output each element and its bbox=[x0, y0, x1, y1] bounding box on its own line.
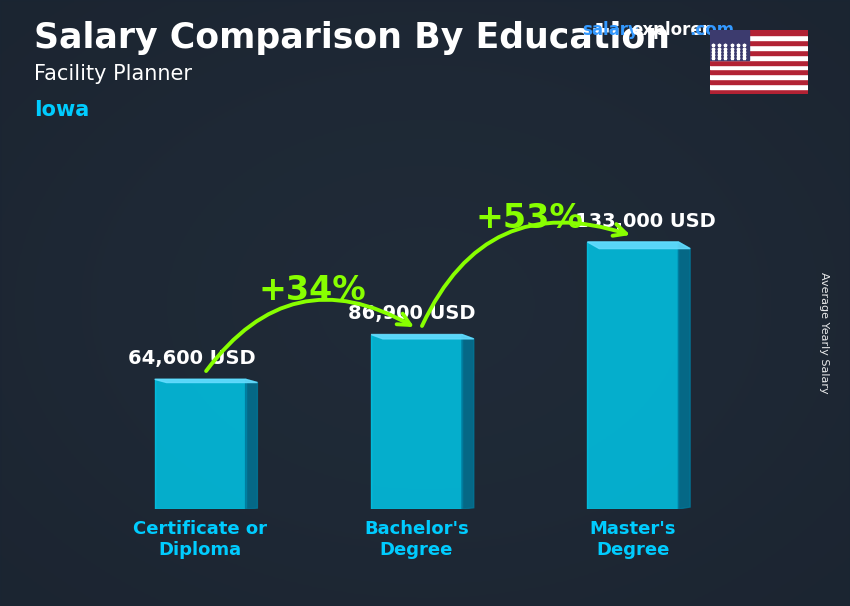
Text: 86,900 USD: 86,900 USD bbox=[348, 304, 476, 324]
Bar bbox=[710, 45, 808, 50]
Text: Iowa: Iowa bbox=[34, 100, 89, 120]
Bar bbox=[710, 55, 808, 59]
Text: Facility Planner: Facility Planner bbox=[34, 64, 192, 84]
Bar bbox=[710, 79, 808, 84]
Bar bbox=[710, 89, 808, 94]
Bar bbox=[371, 335, 462, 509]
Text: Average Yearly Salary: Average Yearly Salary bbox=[819, 273, 829, 394]
Polygon shape bbox=[678, 242, 690, 509]
Bar bbox=[710, 40, 808, 45]
Text: 64,600 USD: 64,600 USD bbox=[128, 349, 255, 368]
Bar bbox=[710, 84, 808, 89]
Bar bbox=[710, 75, 808, 79]
Bar bbox=[710, 65, 808, 70]
Polygon shape bbox=[155, 379, 258, 382]
Bar bbox=[710, 50, 808, 55]
Polygon shape bbox=[462, 335, 473, 509]
Text: +53%: +53% bbox=[475, 202, 583, 235]
Bar bbox=[710, 70, 808, 75]
Polygon shape bbox=[371, 335, 473, 339]
Text: +34%: +34% bbox=[259, 275, 366, 307]
Text: .com: .com bbox=[689, 21, 734, 39]
Bar bbox=[710, 30, 808, 35]
Text: explorer: explorer bbox=[632, 21, 711, 39]
Text: salary: salary bbox=[582, 21, 639, 39]
Polygon shape bbox=[587, 242, 690, 248]
Bar bbox=[155, 379, 246, 509]
Bar bbox=[710, 30, 749, 59]
Text: Salary Comparison By Education: Salary Comparison By Education bbox=[34, 21, 670, 55]
Bar bbox=[587, 242, 678, 509]
Polygon shape bbox=[246, 379, 258, 509]
Text: 133,000 USD: 133,000 USD bbox=[575, 212, 717, 231]
Bar bbox=[710, 35, 808, 40]
Bar bbox=[710, 59, 808, 65]
